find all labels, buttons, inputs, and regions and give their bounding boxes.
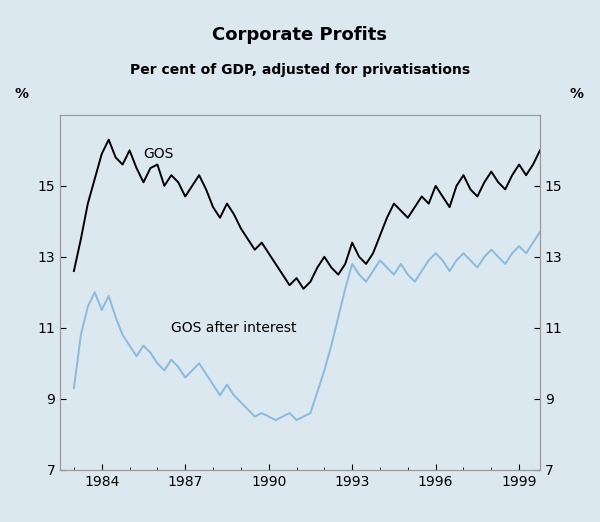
Text: Per cent of GDP, adjusted for privatisations: Per cent of GDP, adjusted for privatisat… bbox=[130, 63, 470, 77]
Text: Corporate Profits: Corporate Profits bbox=[212, 26, 388, 44]
Text: %: % bbox=[14, 87, 29, 101]
Text: GOS after interest: GOS after interest bbox=[172, 321, 297, 335]
Text: GOS: GOS bbox=[143, 147, 174, 161]
Text: %: % bbox=[569, 87, 583, 101]
